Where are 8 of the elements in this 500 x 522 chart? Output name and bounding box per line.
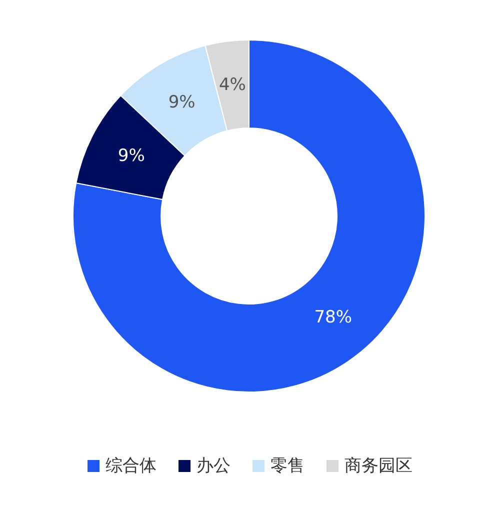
data-label: 9% — [118, 146, 145, 166]
legend-label: 办公 — [196, 456, 230, 476]
legend-label: 商务园区 — [344, 456, 412, 476]
data-label: 4% — [218, 75, 246, 96]
data-label: 78% — [314, 308, 352, 328]
legend-label: 综合体 — [106, 456, 156, 476]
data-label: 9% — [168, 92, 196, 112]
legend-label: 零售 — [270, 456, 304, 476]
